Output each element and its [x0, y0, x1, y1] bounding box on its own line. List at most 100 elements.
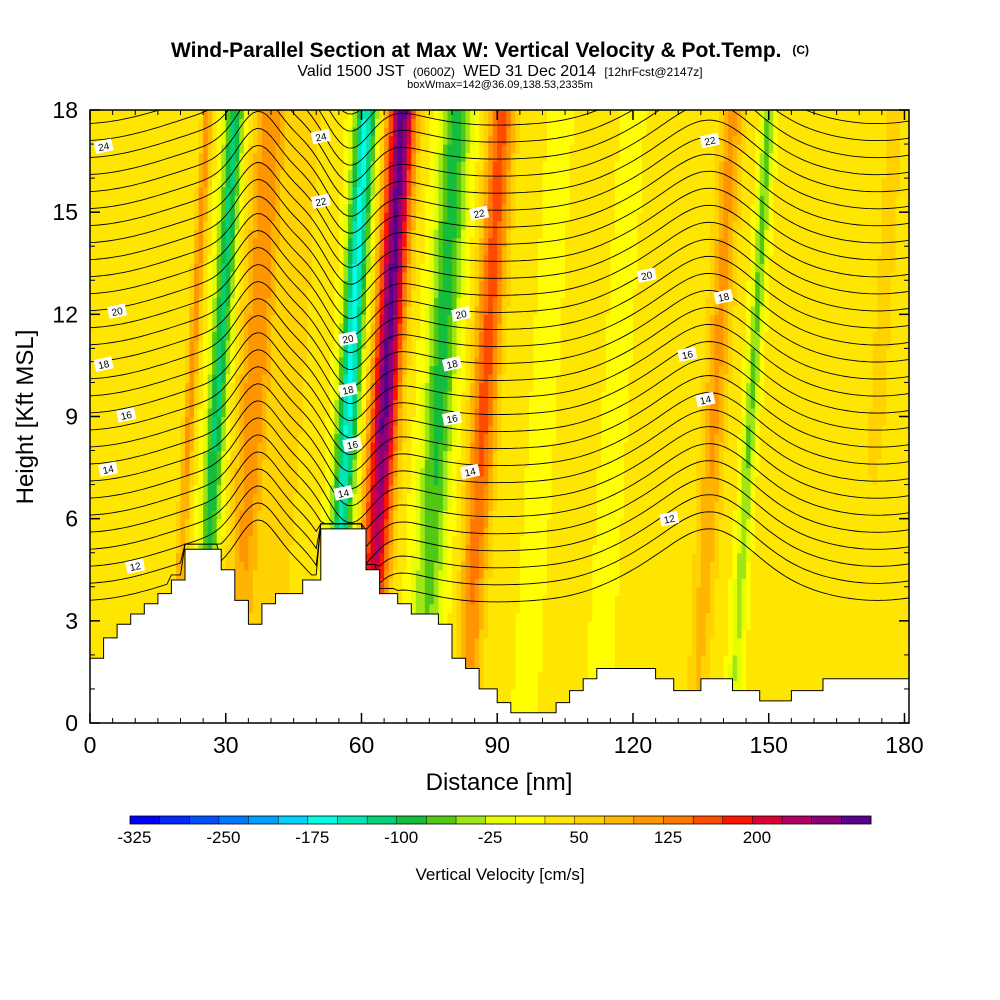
velocity-cell — [623, 620, 630, 630]
velocity-cell — [813, 510, 820, 520]
velocity-cell — [284, 501, 290, 511]
velocity-cell — [800, 637, 806, 647]
velocity-cell — [406, 552, 412, 562]
velocity-cell — [709, 561, 716, 571]
velocity-cell — [537, 629, 544, 639]
velocity-cell — [678, 578, 684, 588]
velocity-cell — [506, 561, 512, 571]
velocity-cell — [813, 518, 820, 528]
velocity-cell — [537, 637, 544, 647]
velocity-cell — [732, 637, 738, 647]
velocity-cell — [614, 510, 620, 520]
velocity-cell — [402, 586, 408, 596]
velocity-cell — [886, 637, 892, 647]
velocity-cell — [795, 680, 801, 690]
velocity-cell — [121, 510, 127, 520]
velocity-cell — [556, 569, 562, 579]
velocity-cell — [492, 663, 498, 673]
velocity-cell — [682, 586, 688, 596]
velocity-cell — [587, 561, 593, 571]
velocity-cell — [94, 586, 100, 596]
velocity-cell — [465, 637, 471, 647]
velocity-cell — [732, 654, 738, 664]
velocity-cell — [280, 518, 286, 528]
velocity-cell — [696, 578, 702, 588]
velocity-cell — [537, 501, 544, 511]
velocity-cell — [298, 493, 304, 503]
velocity-cell — [823, 671, 829, 682]
velocity-cell — [547, 569, 553, 579]
velocity-cell — [610, 561, 616, 571]
velocity-cell — [266, 569, 272, 579]
velocity-cell — [442, 484, 449, 494]
velocity-cell — [660, 544, 666, 554]
velocity-cell — [524, 561, 530, 571]
velocity-cell — [565, 569, 571, 579]
velocity-cell — [551, 680, 557, 690]
velocity-cell — [750, 663, 756, 673]
velocity-cell — [524, 646, 530, 656]
velocity-cell — [252, 527, 259, 537]
velocity-cell — [528, 637, 535, 647]
velocity-cell — [556, 535, 562, 545]
velocity-cell — [166, 501, 173, 511]
velocity-cell — [497, 510, 503, 520]
velocity-cell — [718, 544, 725, 554]
velocity-cell — [492, 680, 498, 690]
velocity-cell — [574, 561, 580, 571]
velocity-cell — [836, 493, 842, 503]
velocity-cell — [791, 680, 797, 690]
velocity-cell — [474, 501, 480, 511]
velocity-cell — [700, 620, 706, 630]
velocity-cell — [850, 535, 856, 545]
velocity-cell — [863, 612, 869, 622]
velocity-cell — [691, 671, 697, 682]
velocity-cell — [388, 501, 394, 511]
velocity-cell — [832, 552, 838, 562]
velocity-cell — [804, 493, 811, 503]
velocity-cell — [832, 544, 838, 554]
velocity-cell — [203, 493, 209, 503]
velocity-cell — [587, 586, 593, 596]
velocity-cell — [682, 552, 688, 562]
velocity-cell — [660, 527, 666, 537]
velocity-cell — [809, 603, 815, 613]
velocity-cell — [836, 612, 842, 622]
velocity-cell — [420, 484, 426, 494]
velocity-cell — [610, 629, 616, 639]
velocity-cell — [750, 654, 756, 664]
velocity-cell — [451, 518, 458, 528]
velocity-cell — [592, 578, 598, 588]
velocity-cell — [850, 620, 856, 630]
velocity-cell — [832, 510, 838, 520]
velocity-cell — [198, 518, 204, 528]
velocity-cell — [827, 654, 833, 664]
velocity-cell — [728, 569, 734, 579]
velocity-cell — [393, 493, 399, 503]
velocity-cell — [841, 654, 847, 664]
velocity-cell — [755, 518, 761, 528]
velocity-cell — [741, 578, 747, 588]
velocity-cell — [565, 527, 571, 537]
velocity-cell — [755, 535, 761, 545]
velocity-cell — [646, 595, 652, 605]
velocity-cell — [655, 663, 661, 673]
velocity-cell — [646, 552, 652, 562]
velocity-cell — [248, 544, 254, 554]
velocity-cell — [850, 578, 856, 588]
velocity-cell — [832, 493, 838, 503]
velocity-cell — [108, 518, 114, 528]
velocity-cell — [813, 552, 820, 562]
velocity-cell — [800, 680, 806, 690]
velocity-cell — [506, 688, 512, 699]
velocity-cell — [560, 501, 566, 511]
velocity-cell — [696, 680, 702, 690]
velocity-cell — [547, 578, 553, 588]
velocity-cell — [601, 637, 607, 647]
velocity-cell — [836, 586, 842, 596]
velocity-cell — [171, 501, 177, 511]
velocity-cell — [741, 680, 747, 690]
velocity-cell — [895, 510, 901, 520]
velocity-cell — [800, 671, 806, 682]
velocity-cell — [148, 493, 154, 503]
